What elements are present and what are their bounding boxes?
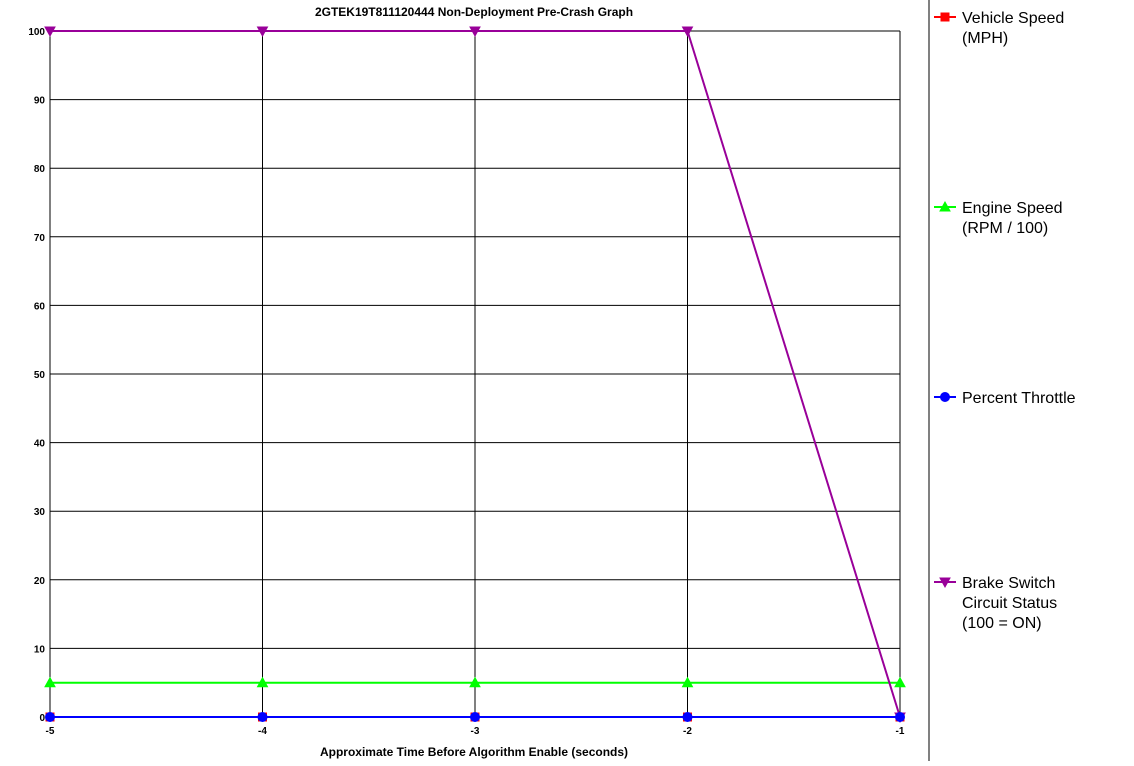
- triangle-down-icon: [939, 577, 951, 589]
- legend-item-percent-throttle: Percent Throttle: [934, 390, 1076, 407]
- circle-icon: [940, 392, 950, 402]
- legend-label: (MPH): [962, 30, 1008, 47]
- y-tick-label: 80: [34, 164, 46, 175]
- x-axis-title: Approximate Time Before Algorithm Enable…: [320, 745, 628, 759]
- series-percent-throttle: [45, 712, 905, 722]
- data-point: [469, 26, 481, 38]
- y-tick-label: 20: [34, 576, 46, 587]
- legend-item-brake-switch-circuit-status-100-on: Brake Switch Circuit Status (100 = ON): [934, 575, 1057, 632]
- data-point: [681, 676, 694, 688]
- data-point: [44, 676, 56, 688]
- legend-label: (100 = ON): [962, 615, 1042, 632]
- y-tick-label: 90: [34, 96, 46, 107]
- y-tick-label: 30: [34, 507, 46, 518]
- data-point: [44, 26, 56, 38]
- grid: [49, 0, 930, 761]
- series-engine-speed-rpm-100: [44, 676, 906, 688]
- legend-item-engine-speed-rpm-100: Engine Speed (RPM / 100): [934, 200, 1063, 237]
- triangle-up-icon: [939, 200, 951, 212]
- y-tick-label: 100: [28, 27, 45, 38]
- data-point: [469, 676, 481, 688]
- legend-label: (RPM / 100): [962, 220, 1048, 237]
- x-tick-label: -4: [258, 726, 267, 737]
- data-point: [470, 712, 480, 722]
- series-layer: [44, 26, 906, 724]
- y-tick-label: 60: [34, 301, 46, 312]
- y-tick-label: 70: [34, 233, 46, 244]
- y-tick-label: 50: [34, 370, 46, 381]
- y-tick-label: 0: [39, 713, 45, 724]
- legend-label: Engine Speed: [962, 200, 1063, 217]
- data-point: [895, 712, 905, 722]
- chart-title: 2GTEK19T811120444 Non-Deployment Pre-Cra…: [315, 5, 633, 19]
- x-tick-label: -2: [683, 726, 692, 737]
- legend-label: Circuit Status: [962, 595, 1057, 612]
- x-tick-label: -3: [471, 726, 480, 737]
- legend-label: Percent Throttle: [962, 390, 1076, 407]
- data-point: [682, 712, 693, 722]
- data-point: [256, 26, 269, 38]
- legend: Vehicle Speed (MPH) Engine Speed (RPM / 100…: [934, 10, 1076, 632]
- data-point: [256, 676, 269, 688]
- square-icon: [940, 12, 950, 22]
- data-point: [257, 712, 268, 722]
- y-tick-label: 10: [34, 644, 46, 655]
- tick-labels: 0 10 20 30 40 50 60 70 80 90 100 -5 -4 -3 -2 -1: [28, 27, 905, 737]
- x-tick-label: -5: [46, 726, 55, 737]
- legend-label: Vehicle Speed: [962, 10, 1064, 27]
- data-point: [45, 712, 55, 722]
- x-tick-label: -1: [896, 726, 905, 737]
- legend-label: Brake Switch: [962, 575, 1055, 592]
- legend-item-vehicle-speed-mph: Vehicle Speed (MPH): [934, 10, 1064, 47]
- data-point: [681, 26, 694, 38]
- data-point: [894, 676, 906, 688]
- y-tick-label: 40: [34, 439, 46, 450]
